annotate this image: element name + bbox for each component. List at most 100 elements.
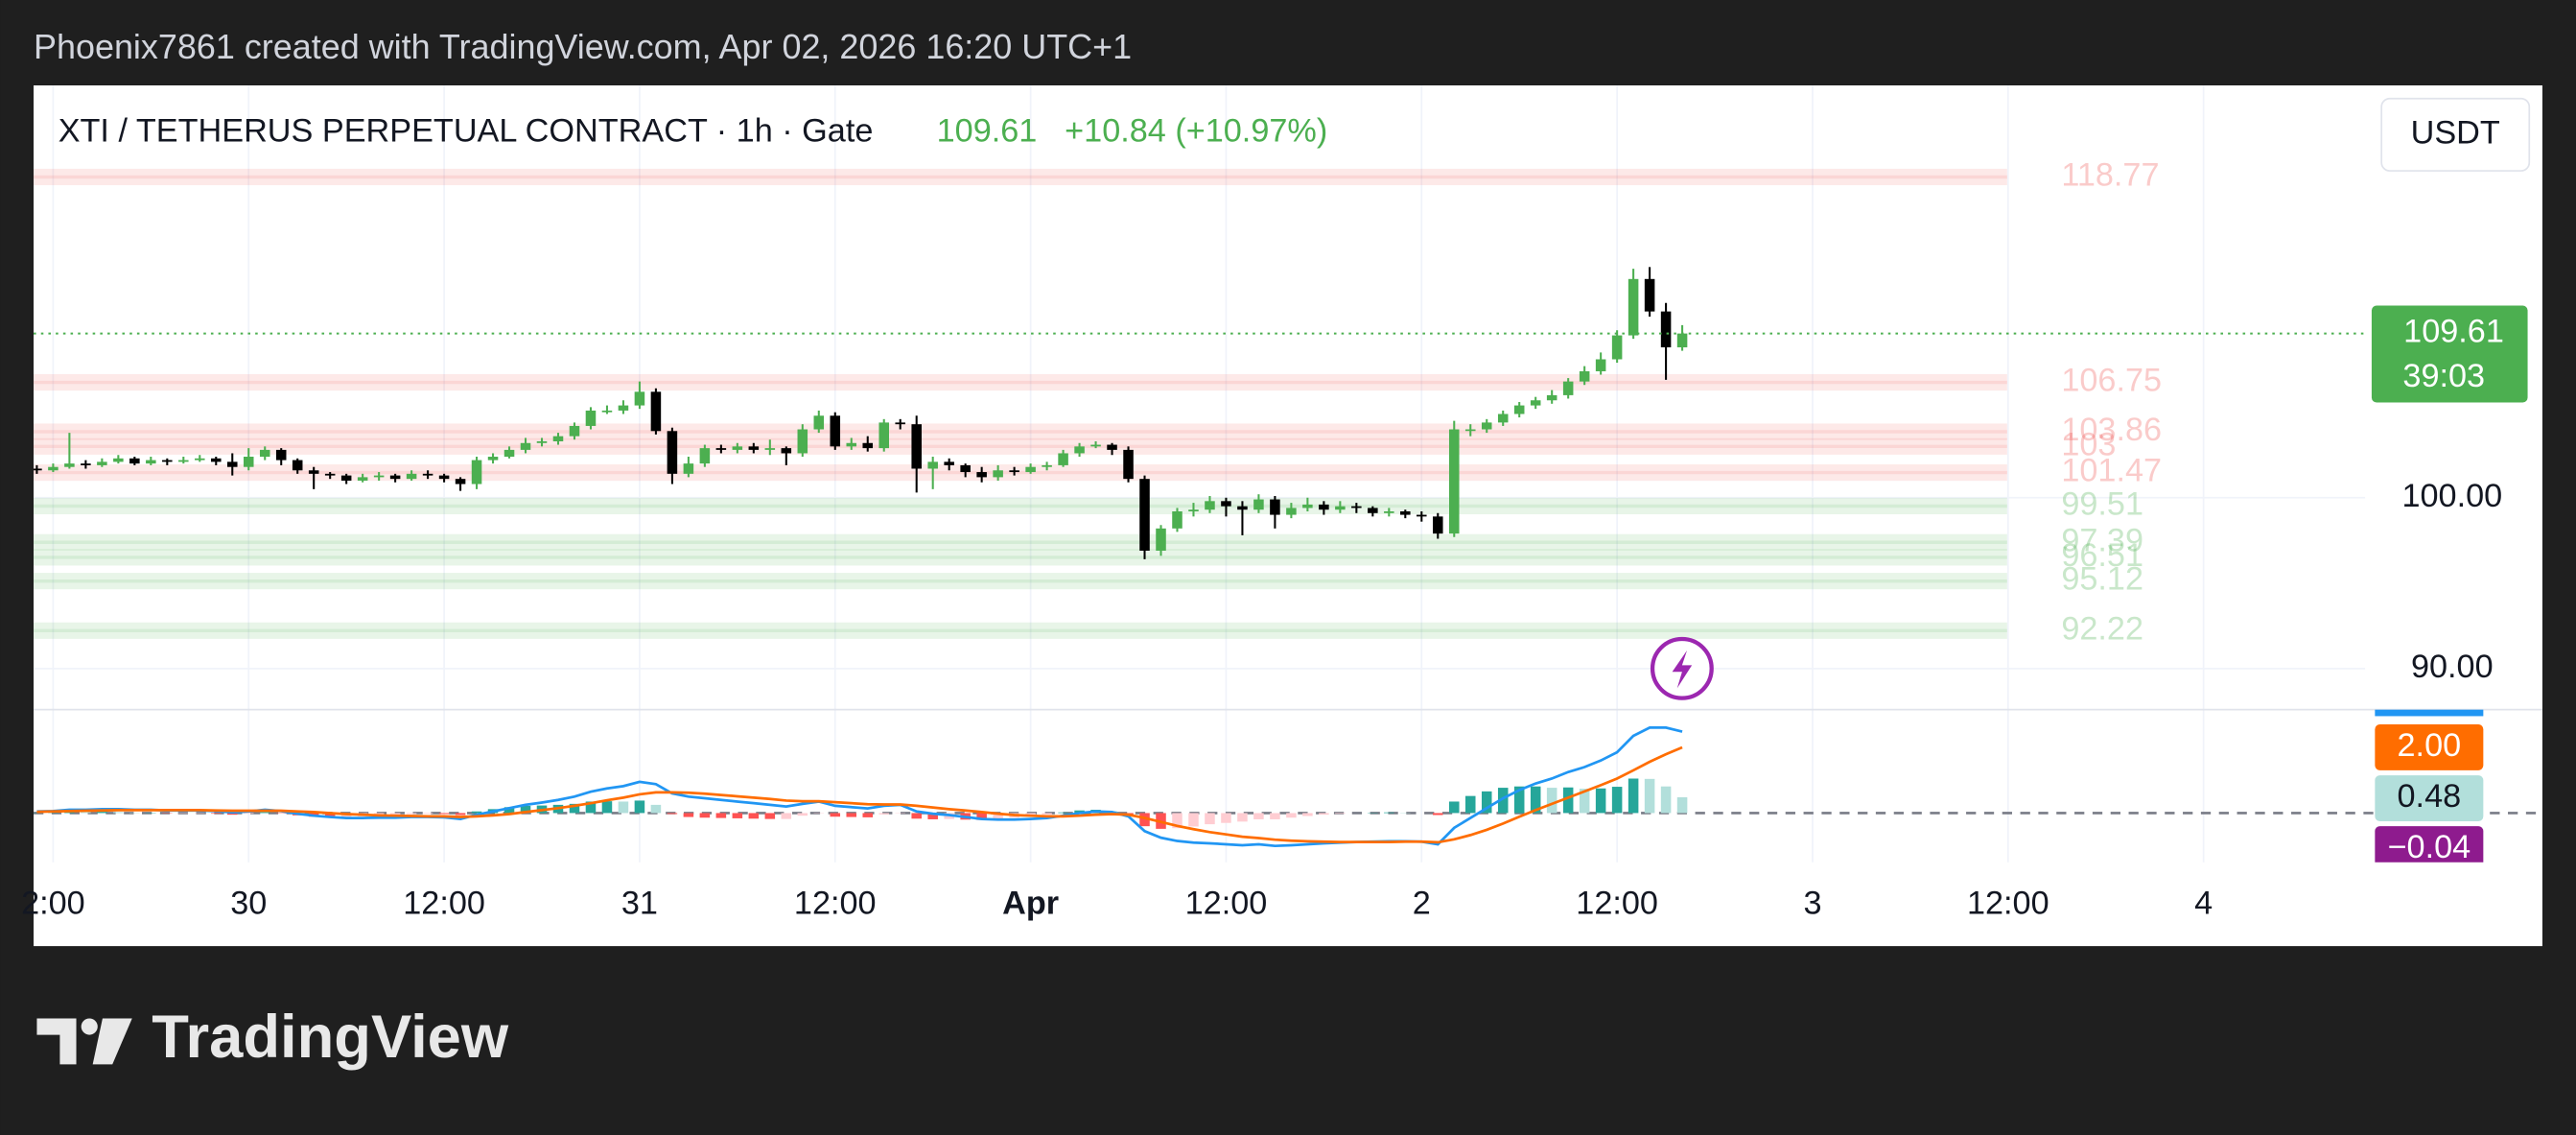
histogram-bar [862, 813, 874, 817]
histogram-bar [1644, 778, 1655, 814]
histogram-bar [1562, 787, 1574, 814]
candle-body [1660, 311, 1672, 348]
histogram-bar [1302, 813, 1313, 816]
histogram-bar [911, 813, 922, 819]
candle-body [1025, 466, 1036, 473]
candle-body [455, 479, 466, 485]
header-change: +10.84 (+10.97%) [1065, 113, 1327, 150]
histogram-bar [1139, 813, 1150, 827]
histogram-bar [226, 813, 238, 816]
candle-body [585, 410, 597, 426]
axes: 2:00 30 12:00 31 12:00 Apr 12:00 2 12:00 3 12:00 4 1… [21, 157, 2528, 921]
level-label: 103 [2061, 426, 2116, 462]
candle-body [64, 463, 75, 467]
x-tick-label: 2:00 [21, 885, 85, 921]
indicator-value-label: −0.04 [2388, 829, 2471, 865]
candle-body [960, 464, 971, 473]
candle-body [48, 466, 59, 471]
level-band [34, 373, 2007, 391]
histogram-bar [1628, 778, 1639, 814]
candle-body [878, 422, 889, 449]
candle-body [895, 422, 905, 425]
candle-body [1368, 508, 1378, 513]
candles [34, 267, 2366, 559]
histogram-bar [324, 813, 336, 817]
histogram-bar [1497, 788, 1509, 814]
histogram-bar [97, 812, 107, 814]
candle-body [438, 475, 450, 480]
last-price-box [2371, 305, 2528, 403]
histogram-bar [1579, 789, 1590, 814]
attribution: Phoenix7861 created with TradingView.com… [34, 27, 1132, 66]
y-tick-label: 90.00 [2411, 649, 2494, 685]
candle-body [862, 442, 874, 449]
histogram-bar [683, 813, 694, 817]
macd-label-edge [2375, 709, 2484, 717]
candle-body [406, 473, 417, 480]
histogram-bar [113, 812, 124, 814]
indicator-value-box [2375, 723, 2484, 770]
candle-body [1335, 506, 1346, 510]
candle-body [764, 448, 776, 450]
candle-body [373, 475, 385, 478]
currency-button[interactable] [2380, 97, 2531, 172]
histogram-bar [601, 801, 613, 814]
histogram-bar [634, 800, 645, 814]
histogram-bar [1042, 813, 1052, 816]
x-tick-label: 3 [1803, 885, 1821, 921]
logo-dot [81, 1018, 98, 1035]
level-label: 95.12 [2061, 561, 2143, 598]
histogram-bar [1448, 801, 1460, 814]
candle-body [471, 460, 482, 485]
histogram-bar [699, 813, 711, 818]
logo-mark [36, 1018, 77, 1065]
candle-body [1628, 278, 1639, 336]
histogram-bar [1188, 813, 1199, 827]
histogram-bar [455, 813, 466, 816]
histogram-bar [1172, 813, 1183, 829]
level-label: 118.77 [2061, 157, 2159, 194]
event-icon-bolt [1672, 650, 1693, 689]
histogram-bar [1464, 795, 1476, 814]
candle-body [911, 424, 922, 469]
indicator-value-box [2375, 826, 2484, 863]
candle-body [1400, 511, 1411, 515]
histogram-bar [1546, 788, 1557, 814]
candle-body [1074, 446, 1085, 454]
histogram-bar [1335, 813, 1346, 815]
histogram-bar [846, 813, 857, 817]
candle-body [993, 470, 1003, 478]
candle-body [618, 405, 629, 411]
candle-body [1009, 470, 1019, 473]
indicator-value-box [2375, 775, 2484, 822]
histogram-bar [781, 813, 792, 819]
currency-label[interactable]: USDT [2411, 114, 2500, 151]
histogram-bar [1530, 786, 1541, 814]
candle-body [1676, 333, 1688, 348]
candle-body [650, 391, 662, 432]
candle-body [1530, 400, 1541, 406]
histogram-bar [406, 813, 417, 815]
candle-body [195, 458, 205, 461]
level-band [34, 464, 2007, 482]
candle-body [683, 463, 694, 474]
level-label: 99.51 [2061, 486, 2143, 523]
x-tick-label: 30 [230, 885, 267, 921]
countdown-label: 39:03 [2402, 358, 2485, 394]
symbol-title: XTI / TETHERUS PERPETUAL CONTRACT · 1h ·… [59, 113, 874, 150]
candle-body [1188, 509, 1199, 512]
indicator-value-label: 0.48 [2398, 778, 2462, 815]
candle-body [1611, 335, 1623, 360]
candle-body [1172, 511, 1183, 529]
histogram-bar [1205, 813, 1215, 825]
histogram-bar [764, 813, 776, 819]
candle-body [357, 477, 368, 481]
histogram-bar [259, 812, 270, 814]
candle-body [1481, 422, 1492, 430]
candle-body [634, 391, 645, 406]
histogram-bar [976, 813, 987, 820]
histogram-bar [520, 805, 531, 814]
candle-body [667, 431, 678, 474]
